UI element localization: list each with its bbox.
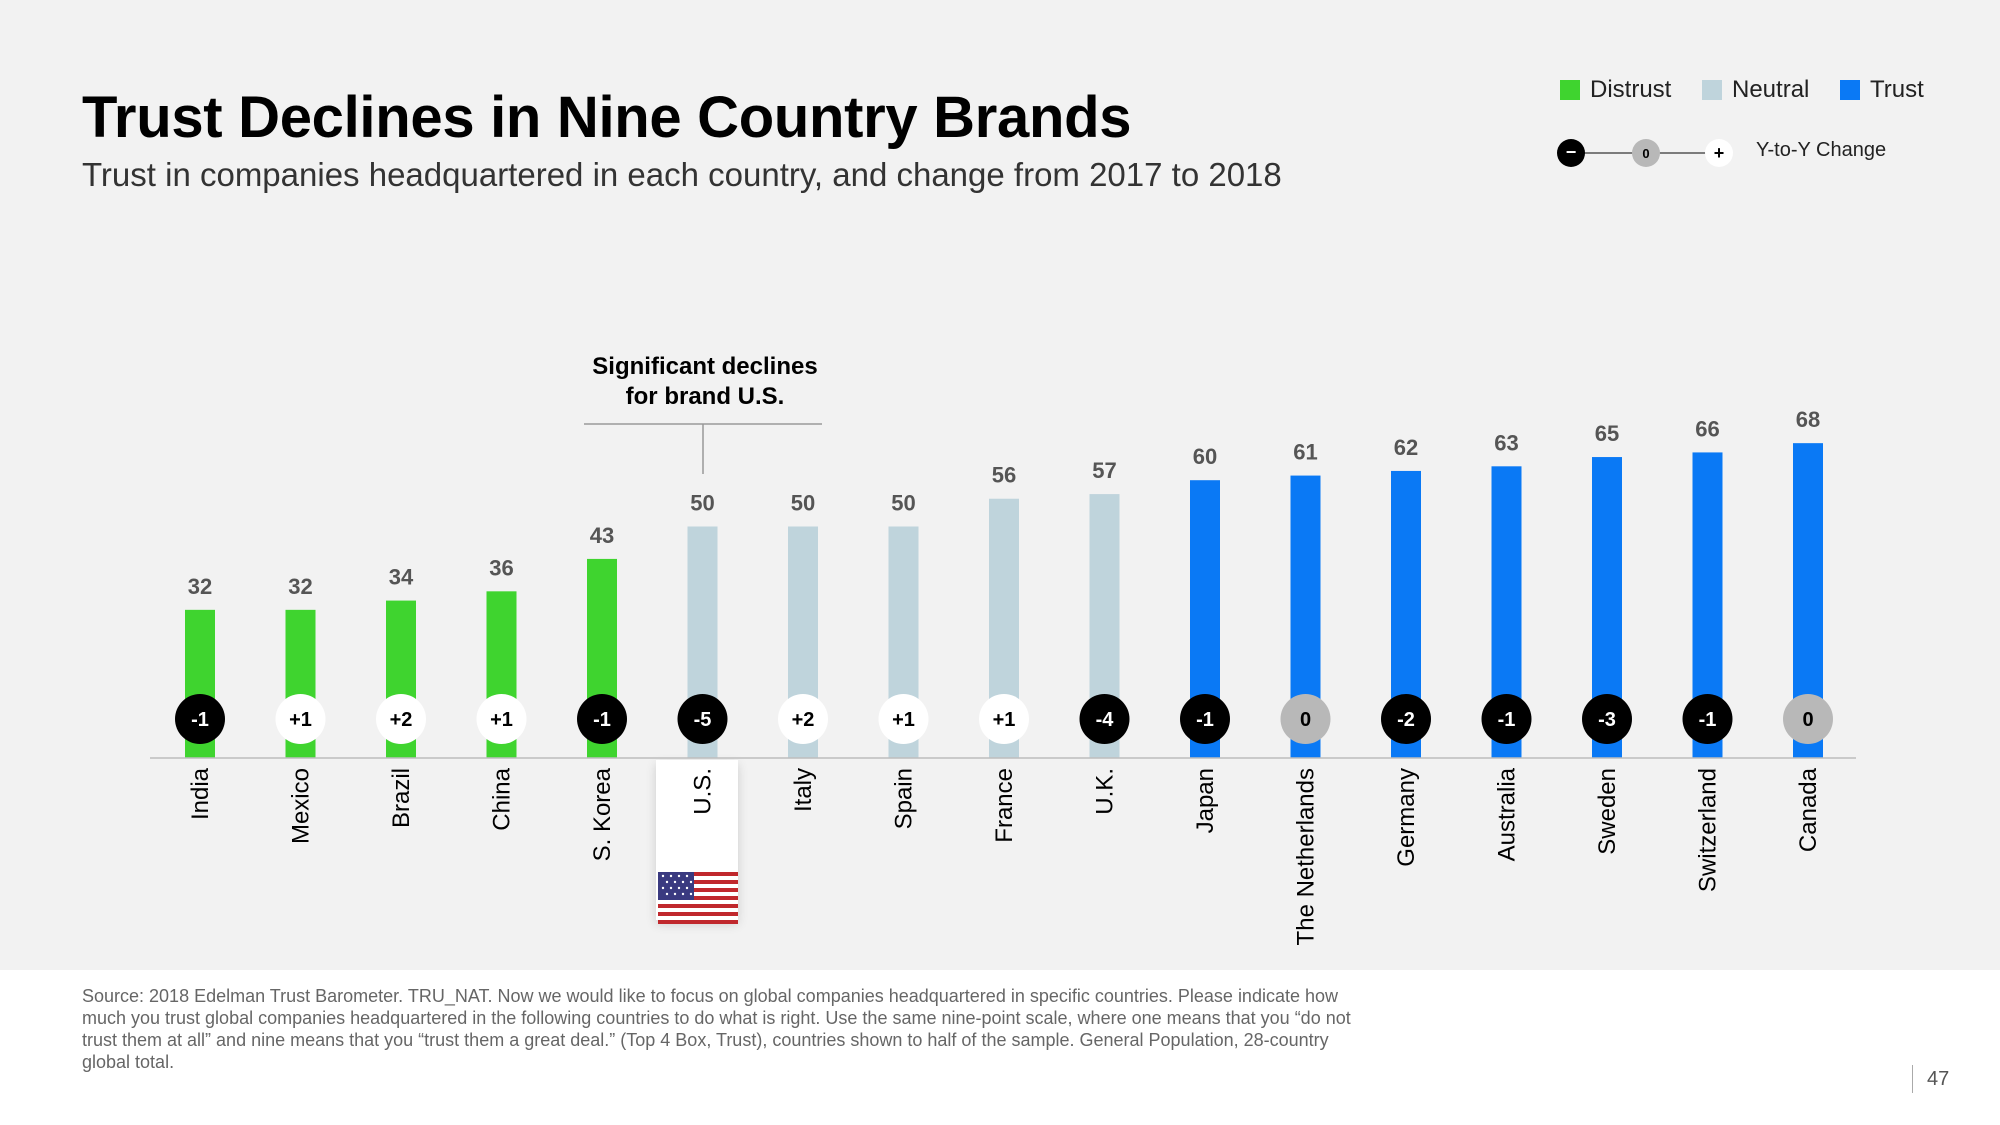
yoy-zero-text: 0 [1642,146,1649,161]
value-label-2: 34 [389,565,414,590]
change-label-6: +2 [792,709,815,731]
legend-neutral: Neutral [1702,76,1809,104]
value-label-9: 57 [1092,458,1116,483]
bar-chart: 32 -1 India 32 +1 Mexico 34 +2 Brazil 36 +1 China 43… [150,407,1856,945]
change-circle-14 [1582,694,1632,744]
category-label-9: U.K. [1092,768,1119,815]
yoy-zero-circle [1632,139,1660,167]
legend-neutral-label: Neutral [1732,76,1810,103]
value-label-13: 63 [1494,430,1518,455]
change-circle-16 [1783,694,1833,744]
us-flag-icon [658,872,738,924]
yoy-minus-circle [1557,139,1585,167]
category-label-7: Spain [891,768,918,829]
annotation-line-1: Significant declines [592,353,818,380]
change-label-14: -3 [1598,709,1616,731]
change-label-9: -4 [1096,709,1115,731]
change-label-12: -2 [1397,709,1415,731]
us-annotation: Significant declines for brand U.S. [560,352,850,412]
change-label-10: -1 [1196,709,1214,731]
yoy-minus-text: − [1566,142,1577,162]
footer-panel [0,970,2000,1125]
change-circle-8 [979,694,1029,744]
change-label-7: +1 [892,709,915,731]
change-label-13: -1 [1498,709,1516,731]
category-label-10: Japan [1192,768,1219,833]
value-label-4: 43 [590,523,614,548]
value-label-7: 50 [891,491,915,516]
change-circle-7 [878,694,929,744]
category-label-12: Germany [1393,768,1420,867]
category-label-14: Sweden [1594,768,1621,855]
yoy-plus-text: + [1714,143,1725,163]
change-label-16: 0 [1802,709,1813,731]
change-circle-5 [677,694,728,744]
distrust-swatch [1560,80,1580,100]
page-subtitle: Trust in companies headquartered in each… [82,156,1282,193]
yoy-plus-circle [1705,139,1733,167]
neutral-swatch [1702,80,1722,100]
category-label-15: Switzerland [1695,768,1722,892]
trust-swatch [1840,80,1860,100]
value-label-14: 65 [1595,421,1619,446]
page-number: 47 [1912,1065,1949,1093]
legend-distrust-label: Distrust [1590,76,1672,103]
value-label-10: 60 [1193,444,1217,469]
change-label-2: +2 [390,709,413,731]
change-circle-3 [476,694,527,744]
value-label-3: 36 [489,555,513,580]
value-label-0: 32 [188,574,212,599]
category-label-16: Canada [1795,767,1822,852]
yoy-change-label: Y-to-Y Change [1756,139,1887,161]
change-label-11: 0 [1300,709,1311,731]
change-label-4: -1 [593,709,611,731]
legend-distrust: Distrust [1560,76,1671,104]
category-label-2: Brazil [388,768,415,828]
legend-trust-label: Trust [1870,76,1924,103]
category-label-5: U.S. [690,768,717,815]
change-circle-6 [778,694,828,744]
change-circle-15 [1682,694,1733,744]
value-label-1: 32 [288,574,312,599]
change-label-8: +1 [993,709,1016,731]
value-label-6: 50 [791,491,815,516]
change-circle-12 [1381,694,1431,744]
change-label-5: -5 [694,709,712,731]
change-label-3: +1 [490,709,513,731]
value-label-8: 56 [992,463,1016,488]
category-label-1: Mexico [288,768,315,844]
value-label-16: 68 [1796,407,1820,432]
category-label-13: Australia [1494,767,1521,861]
change-circle-1 [275,694,326,744]
change-circle-0 [175,694,225,744]
source-note: Source: 2018 Edelman Trust Barometer. TR… [82,986,1351,1072]
category-label-6: Italy [790,768,817,812]
value-label-5: 50 [690,491,714,516]
category-label-4: S. Korea [589,767,616,861]
category-label-0: India [187,767,214,820]
change-label-1: +1 [289,709,312,731]
page-title: Trust Declines in Nine Country Brands [82,85,1132,150]
value-label-15: 66 [1695,416,1719,441]
category-label-11: The Netherlands [1293,768,1320,945]
change-circle-4 [577,694,627,744]
category-label-3: China [489,767,516,830]
change-circle-9 [1079,694,1130,744]
annotation-line-2: for brand U.S. [625,383,785,410]
yoy-change-legend: − 0 + [1557,139,1733,167]
change-circle-11 [1280,694,1331,744]
change-circle-10 [1180,694,1230,744]
change-circle-2 [376,694,426,744]
change-label-15: -1 [1699,709,1717,731]
change-circle-13 [1481,694,1532,744]
category-label-8: France [991,768,1018,843]
legend-trust: Trust [1840,76,1924,104]
change-label-0: -1 [191,709,209,731]
value-label-12: 62 [1394,435,1418,460]
value-label-11: 61 [1293,440,1317,465]
